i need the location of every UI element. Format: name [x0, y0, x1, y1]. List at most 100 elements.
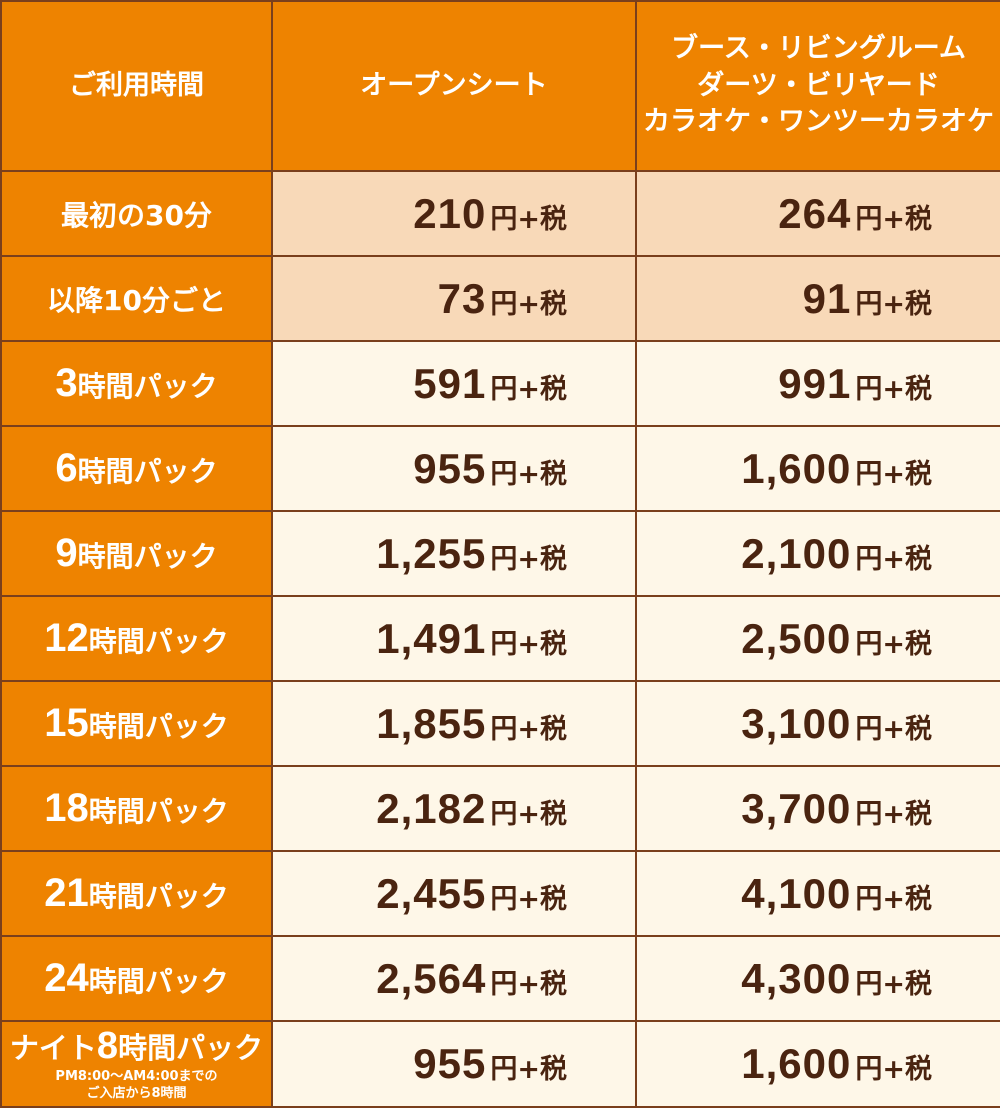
open-seat-price: 591 円+税 — [271, 340, 637, 427]
price-value: 1,491 — [376, 614, 487, 662]
header-booth-room: ブース・リビングルーム ダーツ・ビリヤード カラオケ・ワンツーカラオケ — [635, 0, 1000, 172]
open-seat-price: 2,455 円+税 — [271, 850, 637, 937]
hours-number: 12 — [44, 616, 89, 660]
row-label: 12時間パック — [0, 595, 273, 682]
table-row: 以降10分ごと 73 円+税 91 円+税 — [0, 255, 1000, 342]
hours-number: 21 — [44, 871, 89, 915]
price-unit: 円+税 — [855, 798, 932, 830]
booth-price: 3,100 円+税 — [635, 680, 1000, 767]
night-prefix: ナイト — [9, 1031, 97, 1066]
open-seat-price: 2,564 円+税 — [271, 935, 637, 1022]
header-row: ご利用時間 オープンシート ブース・リビングルーム ダーツ・ビリヤード カラオケ… — [0, 0, 1000, 172]
price-unit: 円+税 — [855, 883, 932, 915]
price-value: 2,500 — [741, 614, 852, 662]
price-value: 4,100 — [741, 869, 852, 917]
price-unit: 円+税 — [855, 1054, 932, 1085]
price-unit: 円+税 — [490, 288, 567, 320]
price-value: 3,700 — [741, 784, 852, 832]
pack-text: 時間パック — [77, 540, 218, 573]
price-unit: 円+税 — [855, 373, 932, 405]
hours-number: 15 — [44, 701, 89, 745]
price-unit: 円+税 — [855, 628, 932, 660]
price-unit: 円+税 — [855, 968, 932, 1000]
header-usage-time: ご利用時間 — [0, 0, 273, 172]
open-seat-price: 210 円+税 — [271, 170, 637, 257]
night-note-1: PM8:00～AM4:00までの — [55, 1068, 218, 1084]
hours-number: 9 — [55, 531, 78, 575]
table-row: 3時間パック 591 円+税 991 円+税 — [0, 340, 1000, 427]
table-row-night: ナイト8時間パック PM8:00～AM4:00までの ご入店から8時間 955 円… — [0, 1020, 1000, 1108]
row-label-night: ナイト8時間パック PM8:00～AM4:00までの ご入店から8時間 — [0, 1020, 273, 1108]
pack-text: 時間パック — [88, 625, 229, 658]
price-unit: 円+税 — [855, 203, 932, 235]
hours-number: 6 — [55, 446, 78, 490]
price-unit: 円+税 — [490, 628, 567, 660]
price-value: 2,455 — [376, 869, 487, 917]
price-value: 91 — [802, 274, 852, 322]
open-seat-price: 73 円+税 — [271, 255, 637, 342]
pack-text: 時間パック — [77, 370, 218, 403]
open-seat-price: 955 円+税 — [271, 425, 637, 512]
price-value: 2,100 — [741, 529, 852, 577]
price-unit: 円+税 — [490, 458, 567, 490]
open-seat-price: 1,255 円+税 — [271, 510, 637, 597]
pack-text: 時間パック — [88, 795, 229, 828]
price-value: 1,855 — [376, 699, 487, 747]
booth-price: 4,300 円+税 — [635, 935, 1000, 1022]
pack-text: 時間パック — [88, 965, 229, 998]
price-unit: 円+税 — [855, 458, 932, 490]
price-unit: 円+税 — [490, 543, 567, 575]
row-label: 6時間パック — [0, 425, 273, 512]
pack-text: 時間パック — [118, 1031, 264, 1066]
price-value: 2,182 — [376, 784, 487, 832]
price-unit: 円+税 — [490, 713, 567, 745]
row-label: 24時間パック — [0, 935, 273, 1022]
price-unit: 円+税 — [490, 1054, 567, 1085]
header-booth-line-1: ブース・リビングルーム — [671, 33, 966, 65]
price-value: 2,564 — [376, 954, 487, 1002]
header-booth-line-3: カラオケ・ワンツーカラオケ — [643, 106, 994, 138]
booth-price: 2,100 円+税 — [635, 510, 1000, 597]
booth-price: 91 円+税 — [635, 255, 1000, 342]
price-value: 991 — [778, 359, 852, 407]
price-value: 4,300 — [741, 954, 852, 1002]
price-value: 73 — [437, 274, 487, 322]
price-value: 955 — [413, 1040, 487, 1087]
price-value: 264 — [778, 189, 852, 237]
row-label: 15時間パック — [0, 680, 273, 767]
booth-price: 2,500 円+税 — [635, 595, 1000, 682]
table-row: 15時間パック 1,855 円+税 3,100 円+税 — [0, 680, 1000, 767]
open-seat-price: 1,491 円+税 — [271, 595, 637, 682]
table-row: 21時間パック 2,455 円+税 4,100 円+税 — [0, 850, 1000, 937]
price-value: 1,600 — [741, 444, 852, 492]
hours-number: 18 — [44, 786, 89, 830]
open-seat-price: 1,855 円+税 — [271, 680, 637, 767]
price-value: 1,255 — [376, 529, 487, 577]
row-label: 3時間パック — [0, 340, 273, 427]
table-row: 6時間パック 955 円+税 1,600 円+税 — [0, 425, 1000, 512]
table-row: 最初の30分 210 円+税 264 円+税 — [0, 170, 1000, 257]
booth-price: 1,600 円+税 — [635, 425, 1000, 512]
price-unit: 円+税 — [490, 373, 567, 405]
hours-number: 8 — [96, 1025, 119, 1068]
price-unit: 円+税 — [490, 968, 567, 1000]
price-value: 210 — [413, 189, 487, 237]
row-label: 最初の30分 — [0, 170, 273, 257]
table-row: 18時間パック 2,182 円+税 3,700 円+税 — [0, 765, 1000, 852]
price-unit: 円+税 — [490, 883, 567, 915]
pack-text: 時間パック — [88, 710, 229, 743]
price-value: 3,100 — [741, 699, 852, 747]
table-row: 9時間パック 1,255 円+税 2,100 円+税 — [0, 510, 1000, 597]
night-pack-title: ナイト8時間パック — [2, 1025, 271, 1068]
price-value: 1,600 — [741, 1040, 852, 1087]
night-note-2: ご入店から8時間 — [86, 1085, 187, 1101]
price-unit: 円+税 — [490, 798, 567, 830]
price-unit: 円+税 — [855, 543, 932, 575]
header-booth-line-2: ダーツ・ビリヤード — [697, 69, 940, 101]
price-value: 591 — [413, 359, 487, 407]
price-unit: 円+税 — [490, 203, 567, 235]
pack-text: 時間パック — [88, 880, 229, 913]
price-unit: 円+税 — [855, 713, 932, 745]
